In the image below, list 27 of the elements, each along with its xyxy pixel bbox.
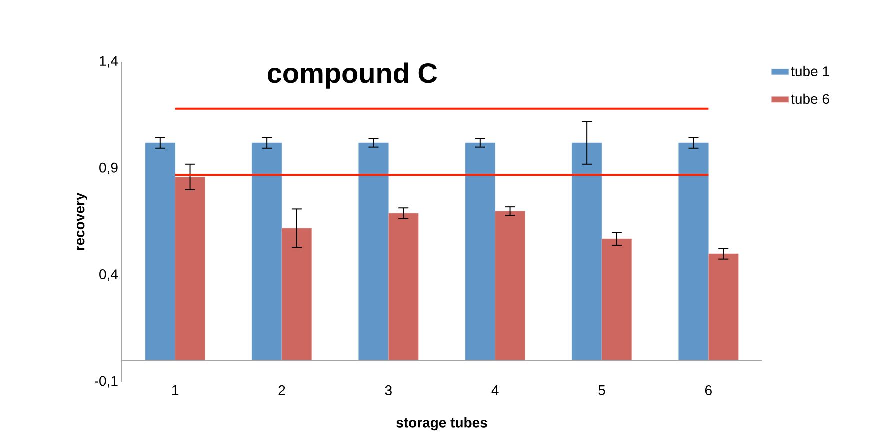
x-tick-label: 6	[705, 386, 712, 396]
bar	[388, 213, 419, 361]
bar	[282, 228, 312, 361]
bar	[358, 142, 389, 361]
x-axis-title: storage tubes	[396, 418, 488, 431]
y-tick-label: 0,9	[100, 162, 118, 174]
legend-label: tube 1	[791, 66, 830, 76]
bar	[678, 142, 709, 361]
bar	[175, 177, 206, 361]
bar	[465, 142, 496, 361]
x-tick-label: 1	[172, 386, 179, 396]
x-tick-label: 3	[385, 386, 392, 396]
bar	[572, 142, 602, 361]
bar	[602, 238, 632, 361]
y-axis-title: recovery	[77, 192, 88, 250]
legend-label: tube 6	[791, 94, 830, 104]
y-tick-label: 0,4	[100, 270, 118, 282]
y-tick-label: 1,4	[100, 56, 118, 68]
bar	[145, 142, 176, 361]
bar	[495, 211, 526, 361]
bar	[708, 254, 739, 361]
bar	[252, 142, 282, 361]
x-tick-label: 2	[278, 386, 286, 396]
chart-title: compound C	[268, 62, 438, 89]
x-tick-label: 5	[598, 386, 606, 396]
x-tick-label: 4	[492, 386, 499, 396]
y-tick-label: -0,1	[94, 376, 118, 388]
